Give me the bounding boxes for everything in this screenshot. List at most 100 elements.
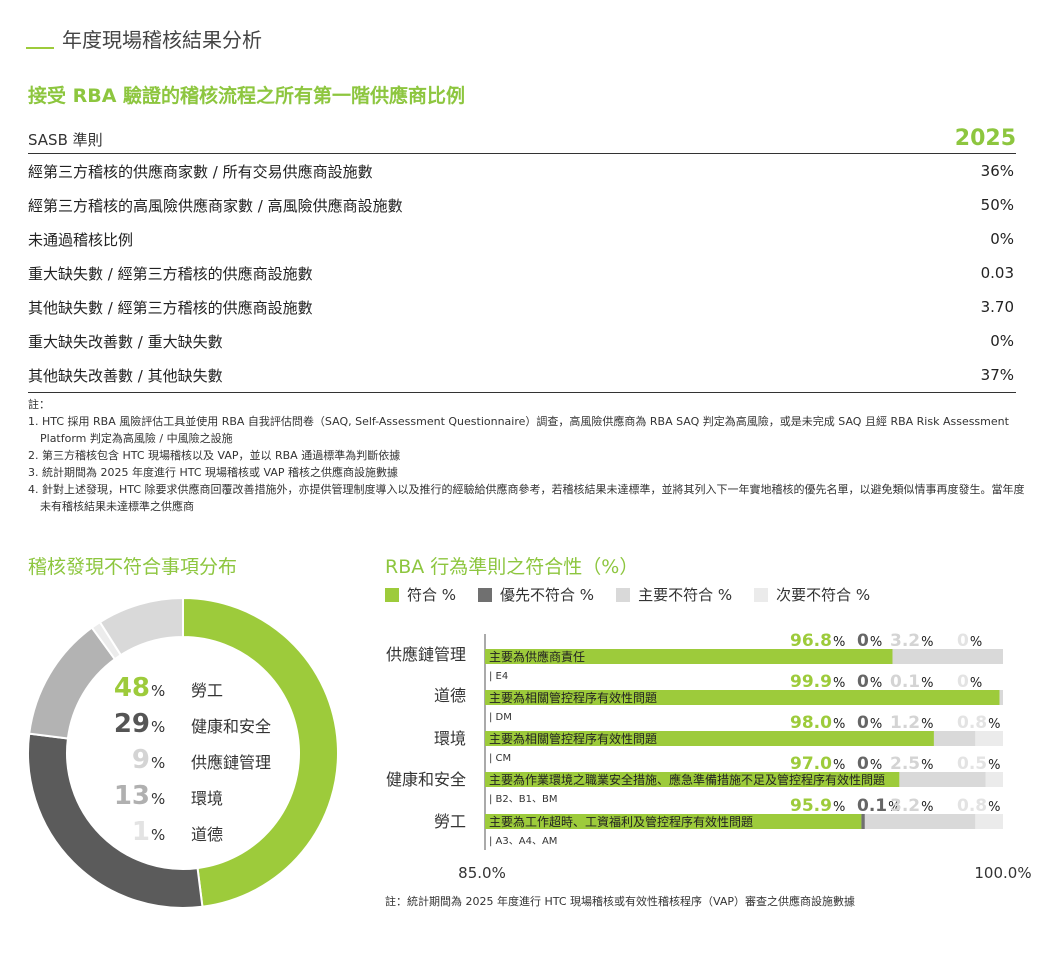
bar-value-unit: % [833,635,845,650]
legend-label: 優先不符合 % [500,586,595,604]
bar-segment-major [892,649,1003,664]
donut-chart [27,596,340,909]
bar-code: | DM [489,712,512,723]
bar-value-unit: % [833,717,845,732]
bar-segment-minor [985,772,1003,787]
legend-label: 符合 % [407,586,457,604]
bar-value: 97.0 [790,754,832,774]
sasb-table: SASB 準則 2025 經第三方稽核的供應商家數 / 所有交易供應商設施數 36… [28,124,1016,393]
bar-value: 2.5 [890,754,920,774]
category-label: 健康和安全 [386,770,466,789]
bar-value-unit: % [833,800,845,815]
legend-label: 主要不符合 % [638,586,733,604]
bar-value-unit: % [870,635,882,650]
table-row: 未通過稽核比例 0% [28,222,1016,256]
bar-chart-legend: 符合 % 優先不符合 % 主要不符合 % 次要不符合 % [385,584,892,605]
bar-segment-conform [485,814,862,829]
bar-segment-conform [485,649,893,664]
bar-value: 98.0 [790,713,832,733]
bar-description: 主要為工作超時、工資福利及管控程序有效性問題 [489,814,753,829]
row-value: 0.03 [980,264,1014,282]
bar-value-labels: 96.8% 0% 3.2% 0% [790,631,982,651]
category-label: 供應鏈管理 [386,645,466,664]
bar-value-labels: 98.0% 0% 1.2% 0.8% [790,713,1000,733]
table-row: 重大缺失數 / 經第三方稽核的供應商設施數 0.03 [28,256,1016,290]
bar-segment-priority [861,814,865,829]
donut-category: 道德 [191,825,224,844]
bar-value: 3.2 [890,631,920,651]
bar-value-unit: % [870,676,882,691]
note-item: 1. HTC 採用 RBA 風險評估工具並使用 RBA 自我評估問卷（SAQ, … [28,415,1009,445]
bar-value-unit: % [988,800,1000,815]
donut-label-row: 1% 道德 [86,817,223,847]
bar-value-unit: % [921,758,933,773]
note-item: 3. 統計期間為 2025 年度進行 HTC 現場稽核或 VAP 稽核之供應商設… [28,466,398,479]
donut-slice-1 [182,596,340,908]
note-item: 4. 針對上述發現，HTC 除要求供應商回覆改善措施外，亦提供管理制度導入以及推… [28,483,1025,513]
donut-category: 健康和安全 [191,717,272,736]
donut-label-row: 29% 健康和安全 [86,709,271,739]
row-label: 經第三方稽核的供應商家數 / 所有交易供應商設施數 [28,162,373,181]
bar-description: 主要為作業環境之職業安全措施、應急準備措施不足及管控程序有效性問題 [489,772,885,787]
table-row: 重大缺失改善數 / 重大缺失數 0% [28,324,1016,358]
bar-value-labels: 97.0% 0% 2.5% 0.5% [790,754,1000,774]
bar-value: 0 [857,713,869,733]
bar-code: | A3、A4、AM [489,836,557,847]
donut-value: 9 [131,745,150,775]
row-value: 50% [980,196,1014,214]
bar-value: 0 [957,631,969,651]
bar-segment-conform [485,690,1000,705]
bar-value-labels: 95.9% 0.1%3.2% 0.8% [790,796,1000,816]
donut-value: 48 [113,673,150,703]
section-title: 年度現場稽核結果分析 [62,28,262,52]
bar-value: 1.2 [890,713,920,733]
bar-segment-conform [485,731,934,746]
category-label: 道德 [434,686,466,705]
row-label: 重大缺失數 / 經第三方稽核的供應商設施數 [28,264,313,283]
row-label: 重大缺失改善數 / 重大缺失數 [28,332,223,351]
note-item: 2. 第三方稽核包含 HTC 現場稽核以及 VAP，並以 RBA 通過標準為判斷… [28,449,401,462]
row-value: 0% [990,230,1014,248]
bar-description: 主要為相關管控程序有效性問題 [489,731,657,746]
bar-value: 0.1 [857,796,887,816]
row-value: 0% [990,332,1014,350]
bar-value: 0.1 [890,672,920,692]
bar-segment-major [933,731,976,746]
row-label: 其他缺失數 / 經第三方稽核的供應商設施數 [28,298,313,317]
donut-category: 勞工 [191,681,224,700]
category-label: 勞工 [434,812,466,831]
bar-code: | CM [489,753,511,764]
bar-segment-minor [975,731,1003,746]
legend-swatch [385,587,399,602]
donut-label-row: 9% 供應鏈管理 [86,745,271,775]
bar-value-unit: % [833,676,845,691]
bar-value: 3.2 [890,796,920,816]
bar-value: 96.8 [790,631,832,651]
donut-value: 1 [131,817,150,847]
legend-swatch [754,587,769,602]
x-tick-label: 85.0% [458,864,506,882]
bar-description: 主要為相關管控程序有效性問題 [489,690,657,705]
legend-swatch [616,587,631,602]
bar-code: | B2、B1、BM [489,794,557,805]
donut-label-row: 13% 環境 [86,781,223,811]
bar-value-unit: % [988,717,1000,732]
row-label: 經第三方稽核的高風險供應商家數 / 高風險供應商設施數 [28,196,403,215]
bar-value: 99.9 [790,672,832,692]
bar-value: 0 [857,672,869,692]
header-criteria: SASB 準則 [28,131,103,149]
row-label: 其他缺失改善數 / 其他缺失數 [28,366,223,385]
donut-label-row: 48% 勞工 [86,673,223,703]
table-row: 經第三方稽核的供應商家數 / 所有交易供應商設施數 36% [28,154,1016,188]
bar-segment-major [864,814,976,829]
bar-value-unit: % [888,800,900,815]
row-value: 37% [980,366,1014,384]
bar-value-labels: 99.9% 0% 0.1% 0% [790,672,982,692]
donut-unit: % [151,826,166,844]
bar-segment-minor [975,814,1003,829]
bar-value: 0 [957,672,969,692]
donut-category: 供應鏈管理 [191,753,272,772]
donut-chart-title: 稽核發現不符合事項分布 [28,556,238,578]
bar-value: 0.5 [957,754,987,774]
